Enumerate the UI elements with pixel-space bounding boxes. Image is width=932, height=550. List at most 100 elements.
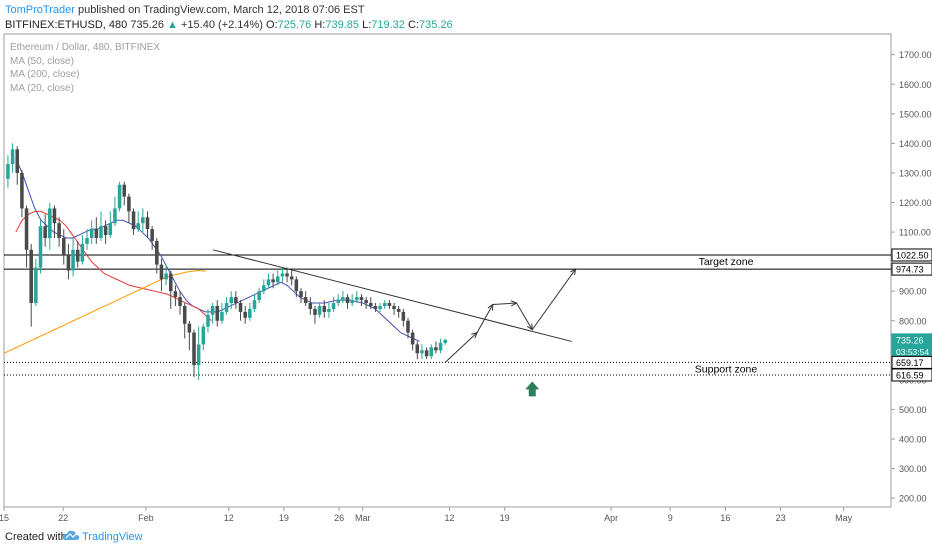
- candle-body: [275, 276, 280, 283]
- close-value: 735.26: [418, 19, 453, 31]
- legend-ma20[interactable]: MA (20, close): [10, 83, 74, 94]
- projection-segment[interactable]: [531, 268, 577, 330]
- candle-body: [387, 303, 392, 306]
- candle-body: [210, 305, 215, 315]
- up-triangle-icon: ▲: [167, 19, 178, 31]
- candle-body: [299, 291, 303, 298]
- candle-body: [294, 279, 299, 292]
- candle-body: [392, 305, 396, 309]
- candle-body: [10, 149, 15, 165]
- candle-body: [271, 279, 275, 283]
- candle-body: [196, 344, 201, 366]
- candle-body: [57, 223, 61, 238]
- candle-body: [66, 255, 71, 271]
- y-tick-label: 200.00: [899, 494, 927, 504]
- y-tick-label: 1500.00: [899, 109, 932, 119]
- x-tick-label: 23: [776, 513, 786, 523]
- candle-body: [257, 291, 261, 301]
- candle-body: [434, 347, 438, 351]
- candle-body: [229, 297, 234, 304]
- high-value: 739.85: [325, 19, 360, 31]
- x-tick-label: Feb: [138, 513, 154, 523]
- candle-body: [141, 217, 145, 224]
- candle-body: [127, 196, 131, 212]
- y-tick-label: 400.00: [899, 435, 927, 445]
- y-tick-label: 1300.00: [899, 168, 932, 178]
- y-axis[interactable]: 1700.00 1600.00 1500.00 1400.00 1300.00 1200.…: [891, 50, 932, 504]
- candle-body: [85, 237, 89, 244]
- y-tick-label: 1100.00: [899, 228, 931, 238]
- candle-body: [145, 217, 150, 230]
- candle-body: [364, 300, 368, 304]
- candle-body: [401, 311, 406, 321]
- candle-body: [6, 164, 10, 179]
- candle-body: [355, 297, 359, 301]
- price-label-box: [891, 262, 932, 276]
- y-tick-label: 500.00: [899, 405, 927, 415]
- candle-body: [424, 350, 429, 357]
- y-tick-label: 1700.00: [899, 50, 932, 60]
- candle-body: [48, 208, 52, 238]
- candle-body: [308, 303, 313, 309]
- projection-segment[interactable]: [476, 304, 494, 333]
- symbol-label[interactable]: BITFINEX:ETHUSD, 480: [5, 19, 128, 31]
- price-label: 1022.50: [891, 248, 932, 262]
- candle-body: [410, 332, 415, 345]
- candle-body: [99, 226, 103, 238]
- price-change: +15.40 (+2.14%): [181, 19, 263, 31]
- price-chart[interactable]: 1700.00 1600.00 1500.00 1400.00 1300.00 1200.…: [0, 0, 932, 526]
- candle-body: [215, 305, 220, 321]
- candle-body: [373, 305, 378, 309]
- legend-ma50[interactable]: MA (50, close): [10, 56, 74, 67]
- y-tick-label: 800.00: [899, 316, 927, 326]
- candle-body: [43, 226, 47, 238]
- up-arrow-icon[interactable]: [525, 381, 540, 397]
- created-with-text: Created with: [5, 531, 67, 543]
- candle-body: [89, 229, 94, 238]
- candle-body: [415, 344, 420, 354]
- candle-body: [206, 314, 210, 327]
- author-link[interactable]: TomProTrader: [5, 4, 75, 16]
- price-label-box: [891, 355, 932, 369]
- candle-body: [20, 172, 24, 209]
- candle-body: [178, 297, 182, 306]
- candle-body: [262, 285, 266, 292]
- open-value: 725.76: [277, 19, 312, 31]
- ohlc-bar: BITFINEX:ETHUSD, 480 735.26 ▲ +15.40 (+2…: [5, 19, 453, 31]
- tradingview-brand-link[interactable]: TradingView: [82, 531, 143, 543]
- price-label-text: 735.26: [896, 335, 924, 345]
- x-tick-label: 26: [334, 513, 344, 523]
- candle-body: [29, 249, 33, 304]
- projection-segment[interactable]: [445, 332, 478, 363]
- candle-body: [24, 208, 29, 250]
- candle-body: [266, 279, 271, 286]
- candle-body: [192, 332, 196, 366]
- candle-body: [224, 303, 229, 312]
- projection-segment[interactable]: [516, 302, 533, 330]
- candle-body: [38, 226, 43, 268]
- trendline[interactable]: [212, 249, 572, 342]
- x-tick-label: May: [835, 513, 853, 523]
- candle-body: [382, 303, 387, 306]
- candle-body: [187, 323, 192, 333]
- projection-segment[interactable]: [492, 302, 517, 305]
- candle-body: [173, 291, 178, 298]
- tradingview-cloud-icon[interactable]: [62, 529, 80, 543]
- candle-body: [159, 264, 164, 280]
- candle-body: [117, 184, 122, 209]
- candle-body: [15, 149, 20, 173]
- y-tick-label: 1200.00: [899, 198, 932, 208]
- drawings[interactable]: [212, 249, 577, 397]
- candle-body: [406, 320, 410, 333]
- candle-body: [220, 311, 224, 321]
- footer: Created with TradingView: [0, 526, 932, 550]
- candle-body: [234, 297, 238, 304]
- legend-ma200[interactable]: MA (200, close): [10, 69, 79, 80]
- legend-title: Ethereum / Dollar, 480, BITFINEX: [10, 42, 160, 53]
- candle-body: [359, 297, 364, 301]
- price-label-text: 1022.50: [896, 250, 929, 260]
- x-axis[interactable]: 15 22 Feb 12 19 26 Mar 12 19 Apr 9 16 23 May: [0, 507, 853, 523]
- candle-body: [327, 308, 331, 312]
- candle-body: [168, 273, 173, 292]
- price-label: 974.73: [891, 262, 932, 276]
